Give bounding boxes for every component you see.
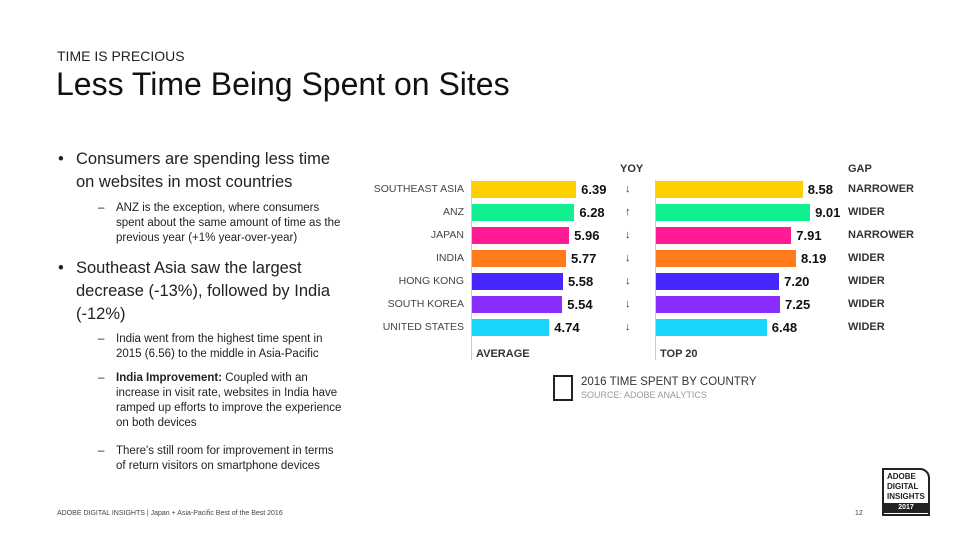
axis-average (471, 180, 472, 360)
bar (472, 204, 575, 221)
gap-label: NARROWER (848, 229, 914, 241)
bullet: Southeast Asia saw the largest decrease … (58, 257, 338, 326)
gap-label: WIDER (848, 275, 885, 287)
bar (656, 181, 803, 198)
bar (656, 296, 780, 313)
sub-bullet-text: ANZ is the exception, where consumers sp… (116, 202, 341, 244)
bar (472, 181, 577, 198)
gap-label: WIDER (848, 298, 885, 310)
bar (656, 250, 797, 267)
yoy-header: YOY (620, 163, 644, 175)
chart-source: SOURCE: ADOBE ANALYTICS (581, 390, 707, 400)
bar (472, 296, 563, 313)
footer-text: ADOBE DIGITAL INSIGHTS | Japan + Asia-Pa… (57, 510, 283, 517)
arrow-up-icon: ↑ (625, 206, 631, 218)
bullet-text: Southeast Asia saw the largest decrease … (76, 259, 331, 323)
sub-bullet-text: Coupled with an increase in visit rate, … (116, 372, 342, 429)
data-label: 9.01 (815, 205, 841, 220)
data-label: 7.91 (796, 228, 822, 243)
gap-label: WIDER (848, 321, 885, 333)
category-label: SOUTH KOREA (387, 298, 464, 310)
bar (472, 319, 550, 336)
data-label: 5.58 (567, 274, 594, 289)
gap-label: NARROWER (848, 183, 914, 195)
bar (656, 204, 811, 221)
adobe-digital-insights-logo: ADOBE DIGITAL INSIGHTS 2017 (882, 468, 930, 516)
category-label: JAPAN (430, 229, 464, 241)
category-label: ANZ (443, 206, 464, 218)
data-label: 6.39 (581, 182, 607, 197)
sub-bullet: India went from the highest time spent i… (98, 332, 343, 362)
category-label: SOUTHEAST ASIA (373, 183, 464, 195)
bullet: Consumers are spending less time on webs… (58, 148, 338, 194)
adobe-digital-insights-logo-small (553, 375, 573, 401)
arrow-down-icon: ↓ (625, 298, 631, 310)
bar (656, 227, 792, 244)
bar (472, 227, 570, 244)
sub-bullet-text: India went from the highest time spent i… (116, 333, 323, 360)
data-label: 5.54 (567, 297, 593, 312)
series-label-top20: TOP 20 (660, 348, 698, 360)
sub-bullet-text: There's still room for improvement in te… (116, 445, 334, 472)
gap-label: WIDER (848, 206, 885, 218)
sub-bullet-bold: India Improvement: (116, 372, 223, 384)
bar (656, 273, 780, 290)
logo-text: DIGITAL (887, 482, 919, 491)
gap-header: GAP (848, 163, 872, 175)
bar (472, 250, 567, 267)
logo-text: INSIGHTS (887, 492, 925, 501)
sub-bullet: There's still room for improvement in te… (98, 444, 343, 474)
axis-top20 (655, 180, 656, 360)
sub-bullet: India Improvement: Coupled with an incre… (98, 371, 343, 431)
bar (656, 319, 767, 336)
logo-text: ADOBE (887, 472, 916, 481)
gap-label: WIDER (848, 252, 885, 264)
chart-title: 2016 TIME SPENT BY COUNTRY (581, 376, 757, 388)
data-label: 4.74 (554, 320, 580, 335)
category-label: UNITED STATES (382, 321, 464, 333)
data-label: 7.20 (784, 274, 810, 289)
data-label: 7.25 (784, 297, 811, 312)
series-label-average: AVERAGE (476, 348, 530, 360)
page-number: 12 (855, 510, 863, 517)
eyebrow: TIME IS PRECIOUS (57, 48, 185, 64)
arrow-down-icon: ↓ (625, 275, 631, 287)
arrow-down-icon: ↓ (625, 183, 631, 195)
data-label: 6.28 (579, 205, 605, 220)
category-label: INDIA (435, 252, 464, 264)
data-label: 8.58 (807, 182, 834, 197)
arrow-down-icon: ↓ (625, 229, 631, 241)
data-label: 8.19 (801, 251, 827, 266)
bar (472, 273, 563, 290)
page-title: Less Time Being Spent on Sites (56, 66, 510, 102)
logo-year: 2017 (884, 503, 928, 513)
arrow-down-icon: ↓ (625, 321, 631, 333)
arrow-down-icon: ↓ (625, 252, 631, 264)
data-label: 6.48 (771, 320, 798, 335)
bullet-text: Consumers are spending less time on webs… (76, 150, 331, 191)
category-label: HONG KONG (398, 275, 464, 287)
data-label: 5.77 (571, 251, 597, 266)
sub-bullet: ANZ is the exception, where consumers sp… (98, 201, 343, 246)
data-label: 5.96 (574, 228, 600, 243)
